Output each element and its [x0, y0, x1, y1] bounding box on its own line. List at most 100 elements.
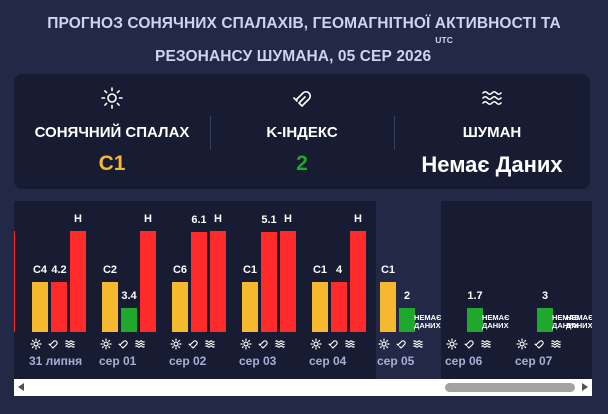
bar-schumann [140, 231, 156, 332]
bar-flare [102, 282, 118, 332]
sun-icon [170, 337, 187, 350]
date-label: 31 липня [29, 354, 83, 368]
sun-icon [240, 337, 257, 350]
bar-value-label: 4 [335, 264, 343, 276]
bar-schumann [70, 231, 86, 332]
bar-value-label: 3 [541, 290, 549, 302]
sun-icon [30, 337, 47, 350]
day-icons [240, 337, 291, 350]
waves-icon [480, 337, 497, 349]
bar-k-index [467, 308, 483, 332]
bar-k-index [51, 282, 67, 332]
day-icons [446, 337, 497, 350]
date-label: сер 01 [99, 354, 137, 368]
divider [394, 116, 395, 150]
bar-value-label: H [144, 213, 152, 225]
waves-icon [274, 337, 291, 349]
bar-value-label: C2 [102, 264, 118, 276]
bar-value-label: C1 [242, 264, 258, 276]
bar-value-label: 6.1 [191, 214, 207, 226]
waves-icon [204, 337, 221, 349]
no-data-label: НЕМАЄ ДАНИХ [552, 313, 580, 330]
bar-schumann [280, 231, 296, 332]
schumann-summary: ШУМАН Немає Даних [394, 74, 590, 189]
divider [210, 116, 211, 150]
bar-k-index [537, 308, 553, 332]
bar-k-index [121, 308, 137, 332]
waves-icon [64, 337, 81, 349]
date-label: сер 04 [309, 354, 347, 368]
bar-flare [380, 282, 396, 332]
bar-value-label: H [214, 213, 222, 225]
bar-value-label: C4 [32, 264, 48, 276]
horizontal-scrollbar[interactable] [14, 379, 592, 396]
bar-value-label: H [14, 213, 16, 225]
k-index-value: 2 [296, 152, 308, 175]
waves-icon [412, 337, 429, 349]
bar-schumann [14, 231, 15, 332]
bar-flare [32, 282, 48, 332]
magnet-icon [533, 337, 550, 349]
sun-icon [446, 337, 463, 350]
magnet-icon [187, 337, 204, 349]
sun-icon [14, 86, 210, 110]
bar-flare [172, 282, 188, 332]
date-label: сер 03 [239, 354, 277, 368]
waves-icon [550, 337, 567, 349]
bar-value-label: H [284, 213, 292, 225]
no-data-label: НЕМАЄ ДАНИХ [482, 313, 510, 330]
solar-flare-value: C1 [98, 152, 126, 175]
solar-flare-summary: СОНЯЧНИЙ СПАЛАХ C1 [14, 74, 210, 189]
summary-panel: СОНЯЧНИЙ СПАЛАХ C1 K-ІНДЕКС 2 ШУМАН Нема… [14, 74, 590, 189]
day-icons [100, 337, 151, 350]
chart-panel [441, 201, 592, 379]
scrollbar-thumb[interactable] [445, 383, 575, 392]
bar-value-label: C1 [380, 264, 396, 276]
magnet-icon [257, 337, 274, 349]
bar-value-label: 5.1 [261, 214, 277, 226]
k-index-summary: K-ІНДЕКС 2 [210, 74, 394, 189]
utc-label: UTC [435, 35, 453, 45]
scroll-right-icon[interactable] [582, 383, 588, 391]
bar-k-index [331, 282, 347, 332]
no-data-label: НЕМАЄ ДАНИХ [566, 313, 592, 330]
scroll-left-icon[interactable] [18, 383, 24, 391]
title-line-1: ПРОГНОЗ СОНЯЧНИХ СПАЛАХІВ, ГЕОМАГНІТНОЇ … [47, 15, 561, 32]
day-icons [516, 337, 567, 350]
day-icons [30, 337, 81, 350]
title-line-2: РЕЗОНАНСУ ШУМАНА, 05 СЕР 2026UTC [0, 35, 608, 71]
magnet-icon [395, 337, 412, 349]
k-index-label: K-ІНДЕКС [266, 124, 338, 141]
title-line-2-text: РЕЗОНАНСУ ШУМАНА, 05 СЕР 2026 [155, 48, 432, 66]
sun-icon [100, 337, 117, 350]
no-data-label: НЕМАЄ ДАНИХ [414, 313, 442, 330]
date-label: сер 05 [377, 354, 415, 368]
bar-k-index [261, 232, 277, 332]
bar-value-label: H [74, 213, 82, 225]
waves-icon [134, 337, 151, 349]
day-icons [378, 337, 429, 350]
sun-icon [378, 337, 395, 350]
bar-value-label: 3.4 [121, 290, 137, 302]
bar-k-index [399, 308, 415, 332]
magnet-icon [327, 337, 344, 349]
sun-icon [516, 337, 533, 350]
sun-icon [310, 337, 327, 350]
schumann-label: ШУМАН [462, 124, 522, 141]
magnet-icon [117, 337, 134, 349]
bar-k-index [191, 232, 207, 332]
date-label: сер 07 [515, 354, 553, 368]
schumann-value: Немає Даних [421, 152, 563, 177]
bar-value-label: C1 [312, 264, 328, 276]
bar-value-label: C6 [172, 264, 188, 276]
day-icons [170, 337, 221, 350]
bar-schumann [210, 231, 226, 332]
bar-flare [242, 282, 258, 332]
bar-value-label: 4.2 [51, 264, 67, 276]
waves-icon [344, 337, 361, 349]
date-label: сер 06 [445, 354, 483, 368]
page-title: ПРОГНОЗ СОНЯЧНИХ СПАЛАХІВ, ГЕОМАГНІТНОЇ … [0, 10, 608, 71]
magnet-icon [47, 337, 64, 349]
bar-value-label: 2 [403, 290, 411, 302]
